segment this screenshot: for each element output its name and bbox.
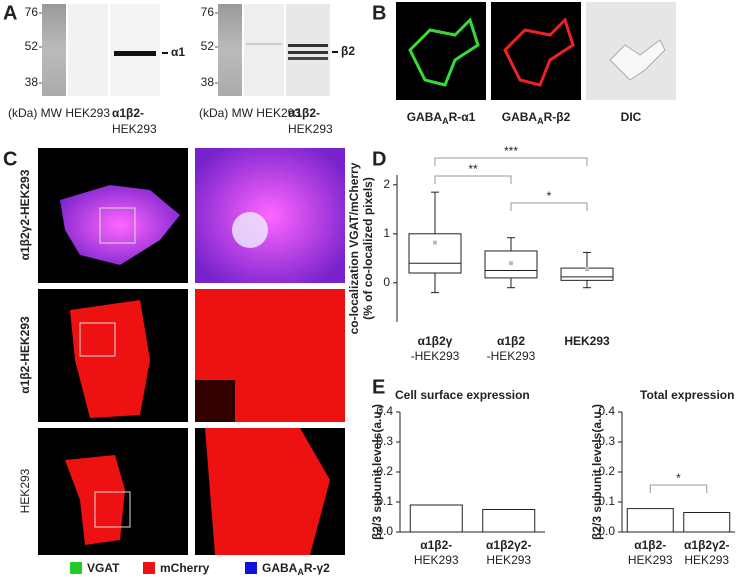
image-label-part: GABA <box>502 110 538 124</box>
bar <box>409 504 463 533</box>
lane-label: HEK293 <box>288 122 333 136</box>
x-tick-label: α1β2γ2- <box>684 538 729 552</box>
x-tick-label: α1β2γ2- <box>486 538 531 552</box>
x-tick-label: HEK293 <box>564 334 610 348</box>
x-tick-label: -HEK293 <box>487 349 536 363</box>
x-tick-label: HEK293 <box>486 553 531 567</box>
y-tick-label: 0.1 <box>376 494 393 508</box>
panel-letter: C <box>3 148 17 170</box>
image-label-part: R-α1 <box>449 110 476 124</box>
mw-label: 52 <box>25 39 39 53</box>
significance-bracket <box>434 175 512 184</box>
legend-label-part: GABA <box>262 561 298 575</box>
image-label-part: R-β2 <box>544 110 571 124</box>
bar <box>482 509 536 533</box>
legend-label: GABAAR-γ2 <box>262 561 330 577</box>
y-tick-label: 0.0 <box>376 524 393 538</box>
panel-letter: E <box>372 376 385 398</box>
legend-swatch <box>143 562 155 574</box>
significance-label: * <box>676 471 681 485</box>
band-label: β2 <box>341 44 355 58</box>
legend-swatch <box>70 562 82 574</box>
lane-label: HEK293 <box>112 122 157 136</box>
x-tick-label: α1β2γ <box>418 334 453 348</box>
x-tick-label: α1β2- <box>420 538 452 552</box>
legend-label-sub: A <box>297 567 304 577</box>
mw-label: 38 <box>201 75 215 89</box>
y-tick-label: 1 <box>383 226 390 240</box>
y-tick-label: 0.4 <box>376 404 393 418</box>
significance-bracket <box>510 202 588 211</box>
image-label: GABAAR-β2 <box>502 110 571 126</box>
y-tick-label: 0.0 <box>598 524 615 538</box>
significance-label: ** <box>468 162 478 176</box>
image-label-part: DIC <box>621 110 642 124</box>
y-tick-label: 0.2 <box>598 464 615 478</box>
x-tick-label: HEK293 <box>628 553 673 567</box>
x-tick-label: HEK293 <box>684 553 729 567</box>
significance-label: *** <box>504 144 518 158</box>
mean <box>509 261 513 266</box>
image-label-part: GABA <box>407 110 443 124</box>
blot-images <box>42 4 330 96</box>
y-axis-label: (% of co-localized pixels) <box>361 177 375 320</box>
confocal-images <box>38 148 345 555</box>
y-axis-label: co-localization VGAT/mCherry <box>347 162 361 334</box>
x-tick-label: α1β2- <box>634 538 666 552</box>
legend-label: mCherry <box>160 561 210 575</box>
y-tick-label: 0.1 <box>598 494 615 508</box>
x-tick-label: α1β2 <box>497 334 525 348</box>
mw-label: 76 <box>201 5 215 19</box>
x-tick-label: -HEK293 <box>411 349 460 363</box>
x-tick-label: HEK293 <box>414 553 459 567</box>
panel-letter: A <box>3 2 17 24</box>
y-tick-label: 0 <box>383 275 390 289</box>
lane-labels: (kDa) MW HEK293 <box>199 106 301 120</box>
y-tick-label: 0.4 <box>598 404 615 418</box>
significance-label: * <box>547 189 552 203</box>
y-tick-label: 0.3 <box>376 434 393 448</box>
bar <box>683 512 731 533</box>
chart-title: Total expression <box>640 388 734 402</box>
mean <box>585 267 589 272</box>
y-tick-label: 0.2 <box>376 464 393 478</box>
lane-labels: (kDa) MW HEK293 <box>8 106 110 120</box>
mw-label: 38 <box>25 75 39 89</box>
fluorescence-images <box>396 2 676 100</box>
lane-label: α1β2- <box>112 106 144 120</box>
legend-swatch <box>245 562 257 574</box>
y-axis-label: β2/3 subunit levels(a.u.) <box>590 404 604 540</box>
image-label: DIC <box>621 110 642 124</box>
chart-title: Cell surface expression <box>395 388 530 402</box>
row-label: HEK293 <box>18 468 32 513</box>
significance-bracket <box>434 157 588 166</box>
y-tick-label: 0.3 <box>598 434 615 448</box>
panel-letter: B <box>372 2 386 24</box>
legend-label: VGAT <box>87 561 120 575</box>
panel-letter: D <box>372 148 386 170</box>
image-label-sub: A <box>537 116 544 126</box>
legend-label-part: mCherry <box>160 561 210 575</box>
mw-label: 76 <box>25 5 39 19</box>
significance-bracket <box>649 484 708 493</box>
image-label-sub: A <box>442 116 449 126</box>
y-axis-label: β2/3 subunit levels(a.u.) <box>370 404 384 540</box>
image-label: GABAAR-α1 <box>407 110 476 126</box>
band-label: α1 <box>171 45 185 59</box>
mean <box>433 240 437 245</box>
box <box>408 233 462 274</box>
row-label: α1β2γ2-HEK293 <box>18 169 32 260</box>
legend-label-part: VGAT <box>87 561 120 575</box>
bar <box>626 508 674 533</box>
legend-label-part: R-γ2 <box>304 561 330 575</box>
y-tick-label: 2 <box>383 177 390 191</box>
mw-label: 52 <box>201 39 215 53</box>
lane-label: α1β2- <box>288 106 320 120</box>
row-label: α1β2-HEK293 <box>18 316 32 394</box>
